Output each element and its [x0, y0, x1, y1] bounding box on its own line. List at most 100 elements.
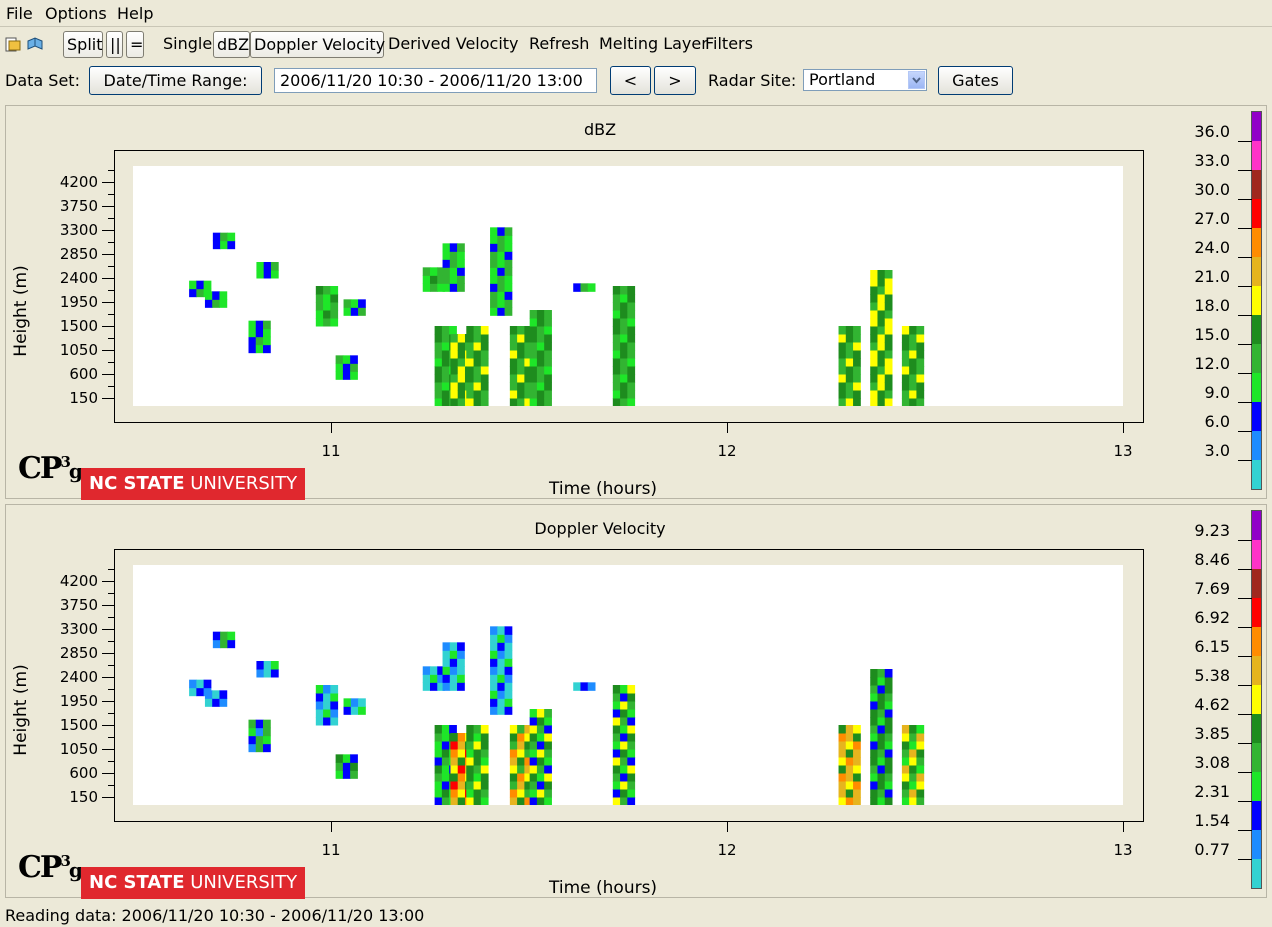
echo-cell: [612, 302, 621, 311]
echo-cell: [490, 299, 498, 308]
echo-cell: [315, 318, 324, 327]
y-tick-label: 3750: [59, 197, 98, 215]
stacked-button[interactable]: =: [126, 31, 144, 58]
echo-cell: [466, 342, 475, 351]
echo-cell: [909, 733, 917, 742]
echo-cell: [524, 789, 533, 798]
previous-button[interactable]: <: [610, 66, 651, 95]
open-file-icon[interactable]: [4, 35, 22, 53]
echo-cell: [480, 334, 489, 343]
echo-cell: [219, 698, 228, 707]
echo-cell: [212, 299, 220, 308]
colorbar-label: 0.77: [1194, 840, 1230, 859]
echo-cell: [473, 749, 482, 758]
echo-cell: [490, 283, 498, 292]
date-time-range-field[interactable]: 2006/11/20 10:30 - 2006/11/20 13:00: [274, 68, 597, 93]
echo-cell: [504, 682, 513, 691]
echo-cell: [838, 773, 847, 782]
split-button[interactable]: Split: [63, 31, 103, 58]
echo-cell: [620, 781, 628, 790]
echo-cell: [612, 366, 621, 375]
echo-cell: [916, 765, 925, 774]
echo-cell: [544, 342, 552, 351]
echo-cell: [315, 302, 324, 311]
echo-cell: [853, 773, 861, 782]
echo-cell: [529, 366, 538, 375]
echo-cell: [529, 725, 538, 734]
menu-file[interactable]: File: [6, 4, 33, 23]
echo-cell: [441, 725, 450, 734]
colorbar-tick: [1238, 199, 1252, 200]
echo-cell: [909, 398, 917, 406]
single-toggle[interactable]: Single: [163, 34, 213, 53]
echo-cell: [509, 725, 518, 734]
dbz-toggle[interactable]: dBZ: [213, 31, 250, 58]
derived-velocity-toggle[interactable]: Derived Velocity: [388, 34, 519, 53]
echo-cell: [884, 693, 893, 702]
echo-cell: [497, 634, 506, 643]
echo-cell: [529, 390, 538, 399]
chevron-down-icon[interactable]: [908, 71, 925, 89]
echo-cell: [838, 342, 847, 351]
echo-cell: [457, 741, 466, 750]
echo-cell: [627, 398, 636, 406]
radar-site-select[interactable]: Portland: [803, 69, 927, 91]
echo-cell: [620, 350, 628, 359]
menu-options[interactable]: Options: [45, 4, 107, 23]
echo-cell: [627, 326, 636, 335]
echo-cell: [870, 765, 878, 774]
y-minor-tick: [108, 713, 114, 714]
echo-cell: [845, 390, 854, 399]
echo-cell: [449, 725, 457, 734]
echo-cell: [838, 725, 847, 734]
colorbar-tick: [1238, 286, 1252, 287]
echo-cell: [509, 773, 518, 782]
colorbar-label: 18.0: [1194, 296, 1230, 315]
echo-cell: [358, 706, 366, 715]
open-book-icon[interactable]: [26, 35, 44, 53]
echo-cell: [504, 227, 513, 236]
echo-cell: [916, 733, 925, 742]
echo-cell: [490, 243, 498, 252]
colorbar-tick: [1238, 402, 1252, 403]
side-by-side-button[interactable]: ||: [106, 31, 123, 58]
echo-cell: [434, 773, 443, 782]
echo-cell: [442, 283, 451, 292]
echo-cell: [204, 690, 213, 699]
echo-cell: [227, 631, 236, 641]
echo-cell: [457, 342, 466, 351]
echo-cell: [529, 326, 538, 335]
y-tick: [102, 797, 114, 798]
y-tick: [102, 374, 114, 375]
echo-cell: [517, 789, 525, 798]
echo-cell: [441, 366, 450, 375]
echo-cell: [916, 358, 925, 367]
echo-cell: [422, 275, 431, 284]
echo-cell: [884, 286, 893, 295]
echo-cell: [877, 749, 886, 758]
plot-area: [133, 166, 1123, 406]
gates-button[interactable]: Gates: [938, 66, 1013, 95]
echo-cell: [342, 363, 351, 372]
filters-button[interactable]: Filters: [705, 34, 753, 53]
echo-cell: [457, 757, 466, 766]
echo-cell: [620, 757, 628, 766]
melting-layer-button[interactable]: Melting Layer: [599, 34, 708, 53]
next-button[interactable]: >: [654, 66, 696, 95]
echo-cell: [490, 690, 498, 699]
date-time-range-button[interactable]: Date/Time Range:: [89, 66, 262, 95]
refresh-button[interactable]: Refresh: [529, 34, 590, 53]
echo-cell: [473, 334, 482, 343]
echo-cell: [884, 374, 893, 383]
doppler-velocity-toggle[interactable]: Doppler Velocity: [250, 31, 385, 58]
echo-cell: [884, 390, 893, 399]
echo-cell: [529, 733, 538, 742]
echo-cell: [480, 797, 489, 805]
menu-help[interactable]: Help: [117, 4, 154, 23]
echo-cell: [473, 350, 482, 359]
x-tick-label: 11: [321, 442, 341, 460]
echo-cell: [263, 336, 271, 346]
colorbar-segment: [1252, 286, 1261, 316]
x-tick: [1123, 423, 1124, 433]
echo-cell: [853, 334, 861, 343]
